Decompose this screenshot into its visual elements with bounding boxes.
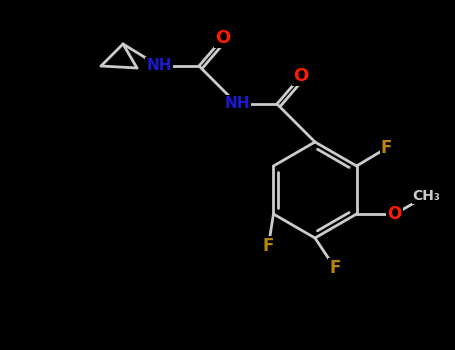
Text: NH: NH [224, 97, 250, 112]
Text: O: O [293, 67, 308, 85]
Text: F: F [329, 259, 341, 277]
Text: F: F [263, 237, 274, 255]
Text: CH₃: CH₃ [413, 189, 440, 203]
Text: NH: NH [146, 58, 172, 74]
Text: F: F [381, 139, 392, 157]
Text: O: O [388, 205, 402, 223]
Text: O: O [215, 29, 231, 47]
